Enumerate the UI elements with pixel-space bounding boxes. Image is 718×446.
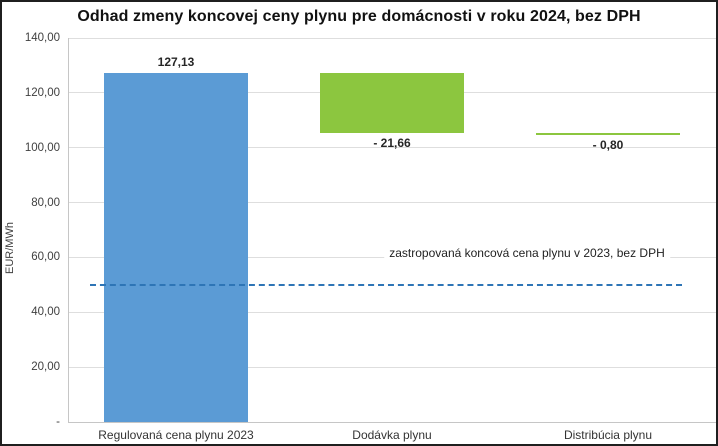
y-tick-label: 60,00 [31,251,60,264]
chart-title: Odhad zmeny koncovej ceny plynu pre domá… [77,8,641,25]
y-tick-label: 120,00 [24,86,60,99]
gridline [68,366,716,368]
y-axis-title: EUR/MWh [4,222,16,274]
bar-3 [536,132,680,135]
bar-1 [104,73,248,422]
category-label: Regulovaná cena plynu 2023 [98,428,254,442]
y-tick-label: 80,00 [31,196,60,209]
gridline [68,147,716,149]
value-label: 127,13 [157,55,195,70]
gridline [68,311,716,313]
reference-line-label: zastropovaná koncová cena plynu v 2023, … [384,246,670,260]
y-tick-label: 20,00 [31,361,60,374]
x-axis-line [68,422,716,423]
y-tick-label: 100,00 [24,141,60,154]
gridline [68,202,716,204]
gridline [68,37,716,39]
y-tick-label: 140,00 [24,32,60,44]
y-axis-line [68,38,69,422]
reference-line [90,283,682,286]
y-tick-label: 40,00 [31,306,60,319]
y-tick-label: - [56,416,60,428]
category-label: Distribúcia plynu [563,428,653,442]
value-label: - 0,80 [592,137,624,152]
value-label: - 21,66 [373,135,411,150]
category-label: Dodávka plynu [352,428,432,442]
bar-2 [320,73,464,133]
